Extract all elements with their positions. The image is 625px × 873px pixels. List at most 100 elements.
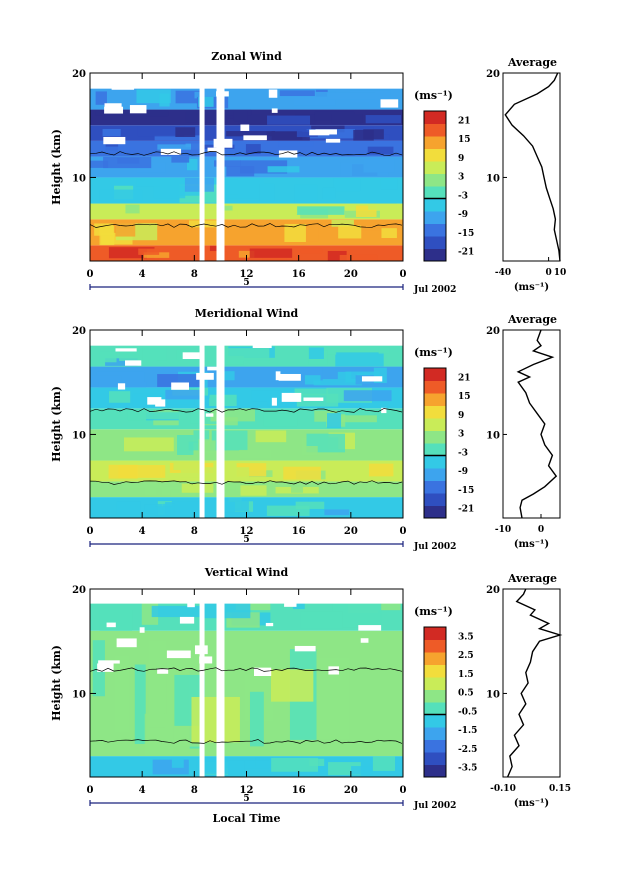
day-label: 5 bbox=[243, 794, 249, 804]
heatmap-cell bbox=[304, 375, 321, 385]
missing-data bbox=[97, 663, 114, 672]
missing-data bbox=[207, 366, 224, 371]
missing-data bbox=[216, 73, 225, 261]
missing-data bbox=[380, 99, 399, 108]
heatmap-cell bbox=[278, 141, 314, 147]
missing-data bbox=[147, 397, 162, 405]
x-tick-label: 4 bbox=[139, 269, 146, 280]
missing-data bbox=[199, 73, 205, 261]
y-tick-label: 20 bbox=[72, 326, 86, 337]
missing-data bbox=[182, 352, 200, 360]
heatmap-cell bbox=[294, 388, 328, 396]
missing-data bbox=[271, 108, 278, 113]
colorbar-tick-label: -21 bbox=[458, 505, 474, 515]
colorbar-tick-label: 15 bbox=[458, 135, 471, 145]
heatmap-cell bbox=[338, 225, 362, 239]
heatmap-cell bbox=[188, 220, 222, 228]
heatmap-cell bbox=[148, 640, 167, 728]
x-tick-label: 4 bbox=[139, 785, 146, 796]
heatmap-cell bbox=[378, 347, 390, 354]
heatmap-cell bbox=[321, 347, 337, 355]
contour-line bbox=[89, 739, 403, 744]
heatmap-cell bbox=[304, 446, 318, 456]
colorbar-tick-label: 9 bbox=[458, 411, 464, 421]
missing-data bbox=[199, 330, 205, 518]
colorbar-swatch bbox=[424, 380, 446, 394]
heatmap-cell bbox=[368, 203, 397, 210]
colorbar-tick-label: -3 bbox=[458, 191, 468, 201]
heatmap-cell bbox=[116, 501, 141, 515]
colorbar-swatch bbox=[424, 368, 446, 381]
colorbar-swatch bbox=[424, 702, 446, 715]
x-tick-label: 8 bbox=[191, 526, 198, 537]
heatmap-cell bbox=[199, 211, 215, 218]
colorbar-swatch bbox=[424, 689, 446, 703]
missing-data bbox=[281, 392, 302, 402]
colorbar-swatch bbox=[424, 652, 446, 665]
colorbar-swatch bbox=[424, 505, 446, 519]
missing-data bbox=[360, 638, 369, 643]
x-axis-title: Local Time bbox=[213, 812, 281, 825]
colorbar-tick-label: -3.5 bbox=[458, 764, 477, 774]
date-label: Jul 2002 bbox=[413, 542, 456, 552]
heatmap-cell bbox=[265, 205, 290, 211]
heatmap-cell bbox=[351, 766, 373, 775]
heatmap-cell bbox=[240, 485, 267, 496]
colorbar-frame bbox=[423, 110, 447, 262]
heatmap-cell bbox=[122, 482, 163, 489]
missing-data bbox=[205, 413, 214, 417]
heatmap-cell bbox=[366, 483, 381, 493]
average-title: Average bbox=[507, 56, 557, 69]
missing-data bbox=[216, 589, 225, 777]
heatmap-cell bbox=[284, 223, 306, 243]
average-y-tick-label: 20 bbox=[486, 326, 500, 337]
y-tick-label: 10 bbox=[72, 430, 86, 441]
heatmap-cell bbox=[118, 465, 166, 478]
missing-data bbox=[104, 103, 122, 110]
heatmap-cell bbox=[198, 96, 214, 107]
heatmap-cell bbox=[355, 205, 377, 218]
heatmap-cell bbox=[95, 91, 107, 105]
x-tick-label: 20 bbox=[344, 526, 358, 537]
colorbar-tick-label: 1.5 bbox=[458, 670, 474, 680]
heatmap-cell bbox=[259, 183, 275, 202]
x-tick-label: 0 bbox=[400, 785, 407, 796]
heatmap-cell bbox=[296, 129, 318, 138]
colorbar-frame bbox=[423, 626, 447, 778]
colorbar-swatch bbox=[424, 639, 446, 653]
average-x-tick-label: 0 bbox=[538, 525, 544, 535]
heatmap-cell bbox=[313, 379, 362, 386]
missing-data bbox=[265, 622, 274, 627]
average-y-tick-label: 10 bbox=[486, 173, 500, 184]
heatmap-cell bbox=[369, 97, 382, 109]
heatmap-cell bbox=[185, 111, 228, 123]
colorbar-tick-label: -0.5 bbox=[458, 707, 477, 717]
x-tick-label: 4 bbox=[139, 526, 146, 537]
heatmap-cell bbox=[151, 605, 201, 618]
colorbar-tick-label: 0.5 bbox=[458, 689, 474, 699]
colorbar-swatch bbox=[424, 752, 446, 765]
heatmap-cell bbox=[300, 248, 323, 254]
contour-line bbox=[89, 151, 403, 156]
heatmap-cell bbox=[109, 391, 131, 403]
missing-data bbox=[179, 616, 195, 624]
heatmap-cell bbox=[191, 696, 240, 743]
heatmap-cell bbox=[154, 135, 204, 141]
heatmap-cell bbox=[291, 481, 304, 493]
colorbar-swatch bbox=[424, 236, 446, 249]
heatmap-cell bbox=[324, 509, 350, 516]
colorbar-swatch bbox=[424, 123, 446, 137]
colorbar-tick-label: 21 bbox=[458, 116, 471, 126]
day-label: 5 bbox=[243, 535, 249, 545]
heatmap-cell bbox=[180, 469, 205, 478]
heatmap-cell bbox=[158, 395, 195, 405]
average-x-unit: (ms⁻¹) bbox=[514, 539, 549, 550]
heatmap-cell bbox=[267, 394, 292, 407]
colorbar-tick-label: 2.5 bbox=[458, 651, 474, 661]
missing-data bbox=[90, 589, 403, 604]
average-x-tick-label: 0 bbox=[545, 268, 551, 278]
colorbar-unit: (ms⁻¹) bbox=[414, 89, 453, 102]
missing-data bbox=[116, 638, 137, 648]
missing-data bbox=[90, 73, 403, 88]
colorbar-swatch bbox=[424, 727, 446, 740]
